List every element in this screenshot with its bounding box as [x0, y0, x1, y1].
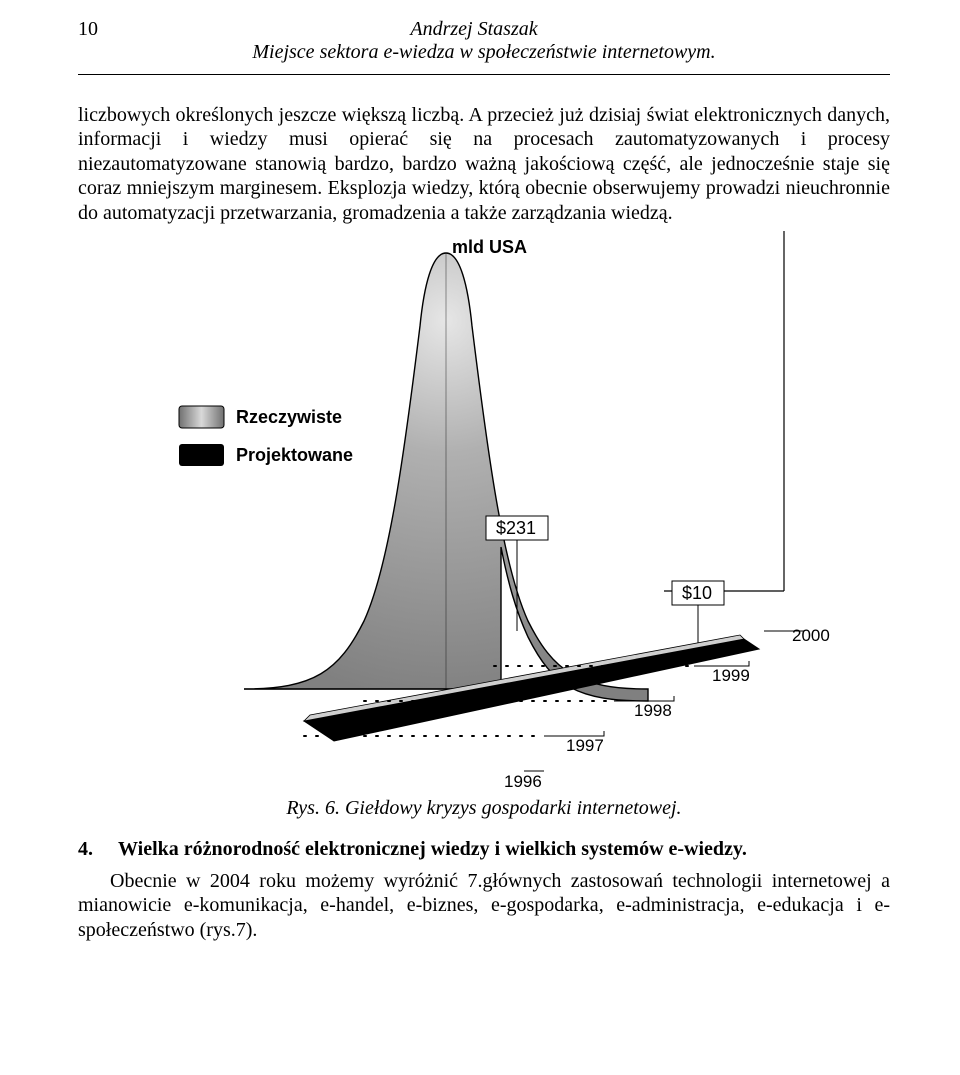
- year-2000: 2000: [792, 626, 830, 645]
- chart-unit-label: mld USA: [452, 237, 527, 257]
- section-4-heading: 4. Wielka różnorodność elektronicznej wi…: [78, 838, 890, 861]
- year-1999: 1999: [712, 666, 750, 685]
- legend-label-rzeczywiste: Rzeczywiste: [236, 407, 342, 427]
- figure-6-caption: Rys. 6. Giełdowy kryzys gospodarki inter…: [78, 797, 890, 820]
- body-paragraph-2: Obecnie w 2004 roku możemy wyróżnić 7.gł…: [78, 869, 890, 942]
- legend-swatch-rzeczywiste: [179, 406, 224, 428]
- year-1997: 1997: [566, 736, 604, 755]
- header-rule: [78, 74, 890, 75]
- figure-6-chart: mld USA Rzeczywiste Projektowane $231 $1…: [104, 231, 864, 791]
- section-number: 4.: [78, 838, 100, 861]
- year-1996: 1996: [504, 772, 542, 791]
- value-10: $10: [682, 583, 712, 603]
- body-paragraph-1: liczbowych określonych jeszcze większą l…: [78, 103, 890, 225]
- running-subtitle: Miejsce sektora e-wiedza w społeczeństwi…: [78, 41, 890, 64]
- section-title-text: Wielka różnorodność elektronicznej wiedz…: [118, 838, 747, 861]
- running-header: 10 Andrzej Staszak: [78, 18, 890, 41]
- author-name: Andrzej Staszak: [78, 18, 870, 41]
- legend-swatch-projektowane: [179, 444, 224, 466]
- value-231: $231: [496, 518, 536, 538]
- legend-label-projektowane: Projektowane: [236, 445, 353, 465]
- year-1998: 1998: [634, 701, 672, 720]
